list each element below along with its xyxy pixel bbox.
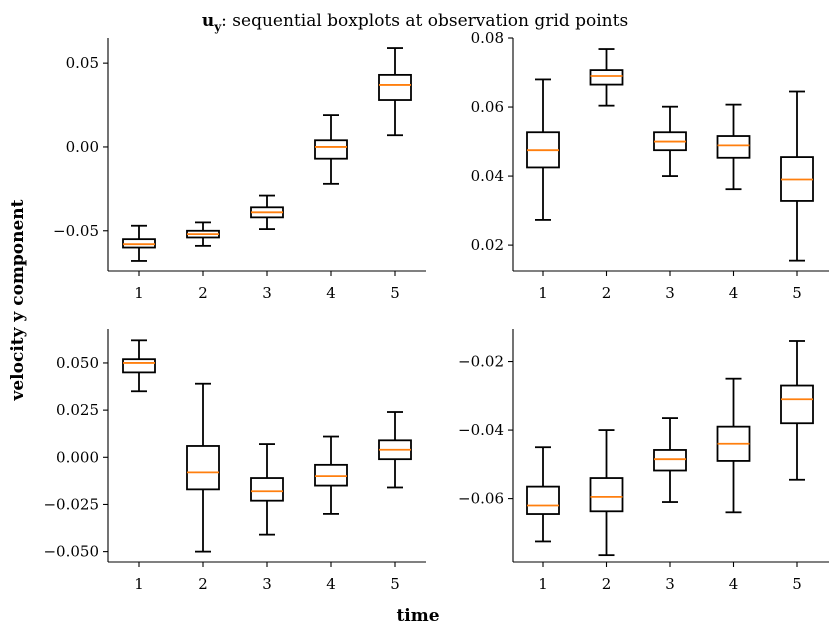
y-tick-label: 0.02 xyxy=(471,236,504,254)
boxplot-4 xyxy=(314,114,348,185)
boxplot-4 xyxy=(314,435,348,515)
boxplot-3 xyxy=(653,417,687,503)
boxplot-4 xyxy=(716,377,751,514)
boxplot-5 xyxy=(780,90,814,262)
boxplot-1 xyxy=(122,339,156,393)
x-tick-label: 2 xyxy=(602,284,612,302)
boxplot-4 xyxy=(716,103,751,191)
y-tick-label: −0.05 xyxy=(53,222,99,240)
subplots: −0.050.000.051 2 3 4 50.020.040.060.081 2 3 4 5−… xyxy=(43,29,829,593)
x-tick-label: 3 xyxy=(665,284,675,302)
title-symbol: u xyxy=(202,11,214,31)
subplot-bottom-right: −0.06 −0.04 −0.02 1 2 3 4 5 xyxy=(458,329,829,593)
title-subscript: y xyxy=(213,20,222,34)
boxplot-2 xyxy=(186,221,220,247)
y-tick-label: 0.04 xyxy=(471,167,504,185)
y-tick-label: −0.050 xyxy=(43,543,99,561)
y-tick-label: 0.025 xyxy=(56,401,99,419)
x-tick-label: 1 xyxy=(538,575,548,593)
x-tick-label: 3 xyxy=(262,575,272,593)
boxplot-5 xyxy=(780,340,814,481)
x-tick-label: 4 xyxy=(729,284,739,302)
subplot-top-left: −0.05 0.00 0.05 1 2 3 4 5 xyxy=(53,38,426,302)
boxplot-5 xyxy=(378,411,412,489)
figure-title: uy: sequential boxplots at observation g… xyxy=(202,11,628,34)
boxplot-1 xyxy=(122,224,156,262)
x-tick-label: 4 xyxy=(326,575,336,593)
x-tick-label: 1 xyxy=(538,284,548,302)
iqr-box xyxy=(314,463,348,487)
x-tick-label: 3 xyxy=(665,575,675,593)
iqr-box xyxy=(186,445,220,491)
x-axis-label: time xyxy=(396,606,439,623)
boxplot-3 xyxy=(250,443,284,536)
boxplot-2 xyxy=(186,382,220,553)
iqr-box xyxy=(589,69,624,86)
subplot-top-right: 0.02 0.04 0.06 0.08 1 2 3 4 5 xyxy=(471,29,829,302)
x-tick-label: 1 xyxy=(134,575,144,593)
x-tick-label: 5 xyxy=(390,575,400,593)
boxplot-2 xyxy=(589,48,624,107)
boxplot-2 xyxy=(589,429,624,557)
x-tick-label: 5 xyxy=(792,575,802,593)
y-tick-label: −0.025 xyxy=(43,495,99,513)
x-tick-label: 2 xyxy=(198,284,208,302)
title-text: : sequential boxplots at observation gri… xyxy=(221,11,628,31)
iqr-box xyxy=(250,477,284,502)
iqr-box xyxy=(378,73,412,101)
iqr-box xyxy=(314,139,348,160)
iqr-box xyxy=(589,477,624,513)
x-tick-label: 2 xyxy=(198,575,208,593)
x-tick-label: 4 xyxy=(729,575,739,593)
y-tick-label: 0.06 xyxy=(471,98,504,116)
x-tick-label: 3 xyxy=(262,284,272,302)
y-tick-label: −0.06 xyxy=(458,490,504,508)
y-tick-label: 0.08 xyxy=(471,29,504,47)
y-tick-label: −0.02 xyxy=(458,353,504,371)
iqr-box xyxy=(122,358,156,374)
y-tick-label: 0.000 xyxy=(56,448,99,466)
boxplot-1 xyxy=(526,78,560,221)
x-tick-label: 5 xyxy=(390,284,400,302)
iqr-box xyxy=(526,485,560,515)
subplot-bottom-left: −0.050 −0.025 0.000 0.025 0.050 1 2 3 4 5 xyxy=(43,329,426,593)
y-tick-label: −0.04 xyxy=(458,421,504,439)
boxplot-3 xyxy=(653,105,687,177)
y-tick-label: 0.05 xyxy=(66,54,99,72)
y-tick-label: 0.00 xyxy=(66,138,99,156)
x-tick-label: 4 xyxy=(326,284,336,302)
x-tick-label: 1 xyxy=(134,284,144,302)
x-tick-label: 5 xyxy=(792,284,802,302)
iqr-box xyxy=(716,135,751,159)
boxplot-1 xyxy=(526,446,560,543)
boxplot-5 xyxy=(378,47,412,137)
y-tick-label: 0.050 xyxy=(56,354,99,372)
boxplot-3 xyxy=(250,194,284,230)
iqr-box xyxy=(653,449,687,472)
x-tick-label: 2 xyxy=(602,575,612,593)
y-axis-label: velocity y component xyxy=(8,199,28,401)
iqr-box xyxy=(780,384,814,425)
